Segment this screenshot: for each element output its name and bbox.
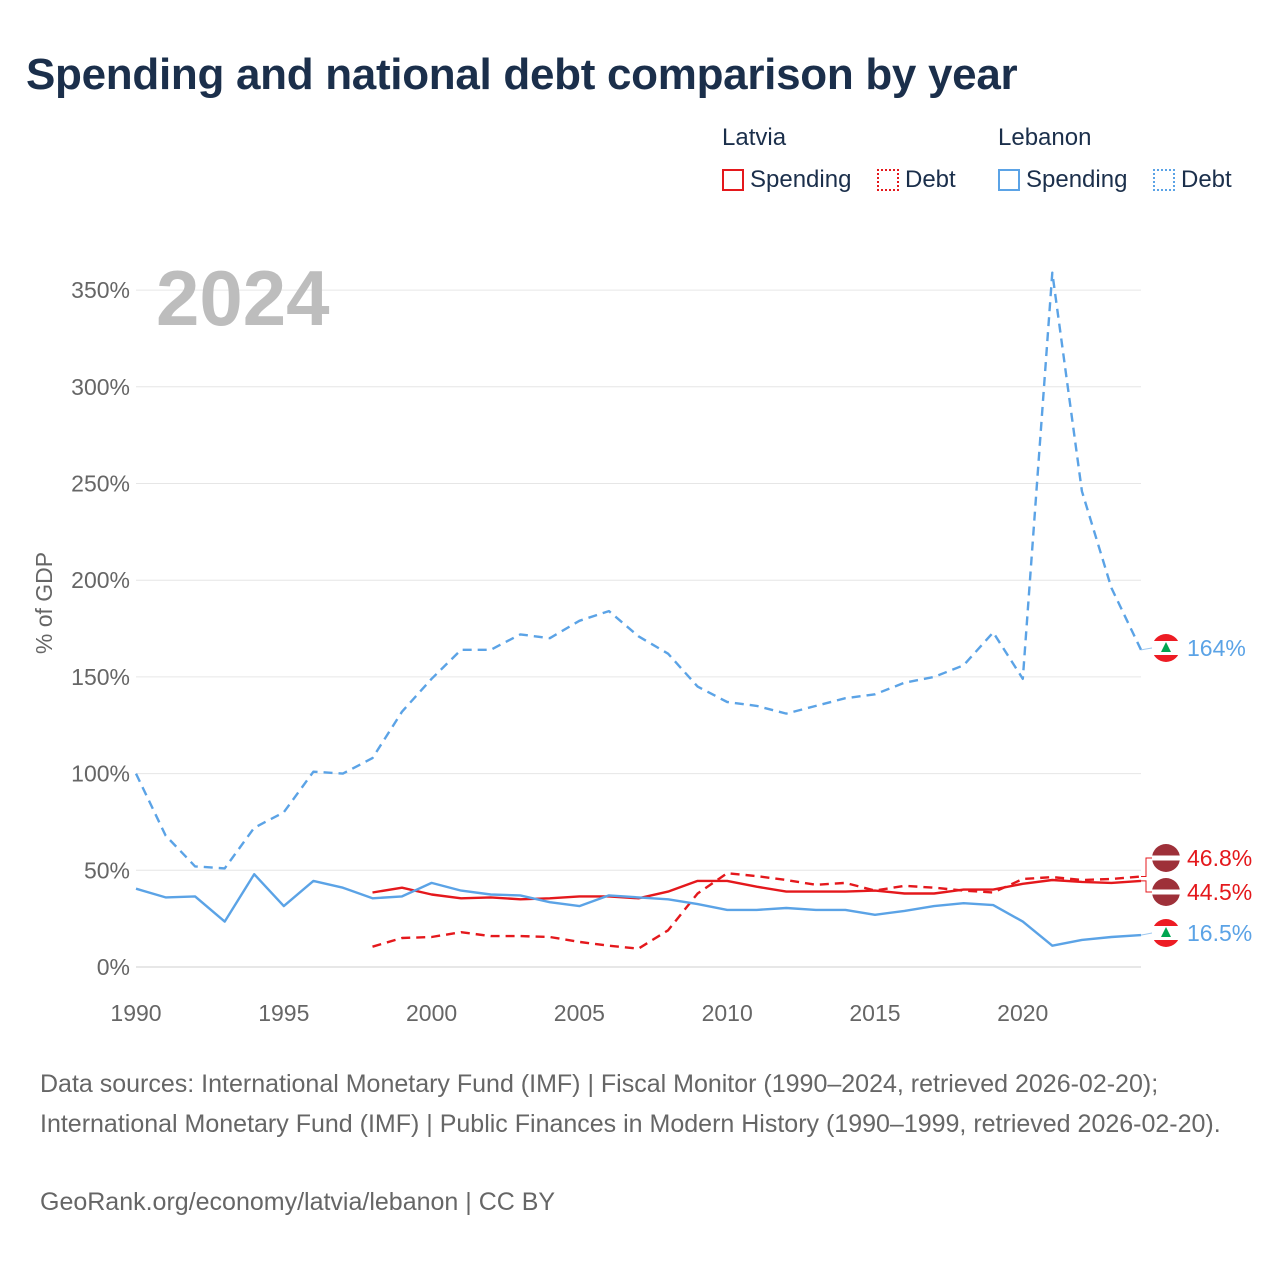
y-tick-label: 150% xyxy=(71,664,130,690)
legend-group-latvia: Latvia xyxy=(722,124,787,151)
legend-label: Spending xyxy=(1026,166,1128,193)
y-tick-label: 350% xyxy=(71,277,130,303)
x-tick-label: 2005 xyxy=(554,1000,605,1026)
x-tick-label: 2000 xyxy=(406,1000,457,1026)
y-axis-label: % of GDP xyxy=(31,552,57,654)
series-line-lebanon-spending xyxy=(135,873,1142,947)
legend-swatch-latvia-debt xyxy=(877,169,899,191)
series-line-latvia-spending xyxy=(372,878,1142,901)
end-value-label: 16.5% xyxy=(1187,920,1252,946)
connector-line xyxy=(1141,880,1152,893)
legend-latvia-spending[interactable]: Spending xyxy=(722,166,851,194)
y-tick-label: 0% xyxy=(97,954,130,980)
legend-lebanon-debt[interactable]: Debt xyxy=(1153,166,1232,194)
legend-latvia-debt[interactable]: Debt xyxy=(877,166,956,194)
connector-line xyxy=(1140,647,1153,651)
series-line-lebanon-debt xyxy=(134,271,1143,870)
cedar-icon xyxy=(1161,927,1171,937)
y-tick-label: 100% xyxy=(71,761,130,787)
x-tick-label: 1995 xyxy=(258,1000,309,1026)
y-tick-label: 300% xyxy=(71,374,130,400)
x-tick-label: 2015 xyxy=(849,1000,900,1026)
year-label: 2024 xyxy=(156,254,330,342)
connector-line xyxy=(1140,932,1153,936)
series-line-latvia-debt xyxy=(372,872,1142,950)
x-tick-label: 2010 xyxy=(702,1000,753,1026)
connector-line xyxy=(1141,857,1152,877)
latvia-flag-stripe xyxy=(1152,855,1180,861)
credit-line[interactable]: GeoRank.org/economy/latvia/lebanon | CC … xyxy=(40,1188,556,1216)
y-tick-label: 250% xyxy=(71,471,130,497)
end-value-label: 44.5% xyxy=(1187,879,1252,905)
y-tick-label: 50% xyxy=(84,857,130,883)
legend-label: Debt xyxy=(905,166,956,193)
legend-label: Spending xyxy=(750,166,852,193)
x-tick-label: 1990 xyxy=(110,1000,161,1026)
legend-swatch-lebanon-spending xyxy=(998,169,1020,191)
x-tick-label: 2020 xyxy=(997,1000,1048,1026)
cedar-icon xyxy=(1161,642,1171,652)
data-sources-note: Data sources: International Monetary Fun… xyxy=(40,1070,1221,1138)
legend-lebanon-spending[interactable]: Spending xyxy=(998,166,1127,194)
legend-swatch-latvia-spending xyxy=(722,169,744,191)
legend-group-lebanon: Lebanon xyxy=(998,124,1092,151)
end-value-label: 46.8% xyxy=(1187,845,1252,871)
page-title: Spending and national debt comparison by… xyxy=(26,50,1018,99)
y-tick-label: 200% xyxy=(71,567,130,593)
legend-swatch-lebanon-debt xyxy=(1153,169,1175,191)
legend-label: Debt xyxy=(1181,166,1232,193)
latvia-flag-stripe xyxy=(1152,889,1180,895)
end-value-label: 164% xyxy=(1187,635,1246,661)
